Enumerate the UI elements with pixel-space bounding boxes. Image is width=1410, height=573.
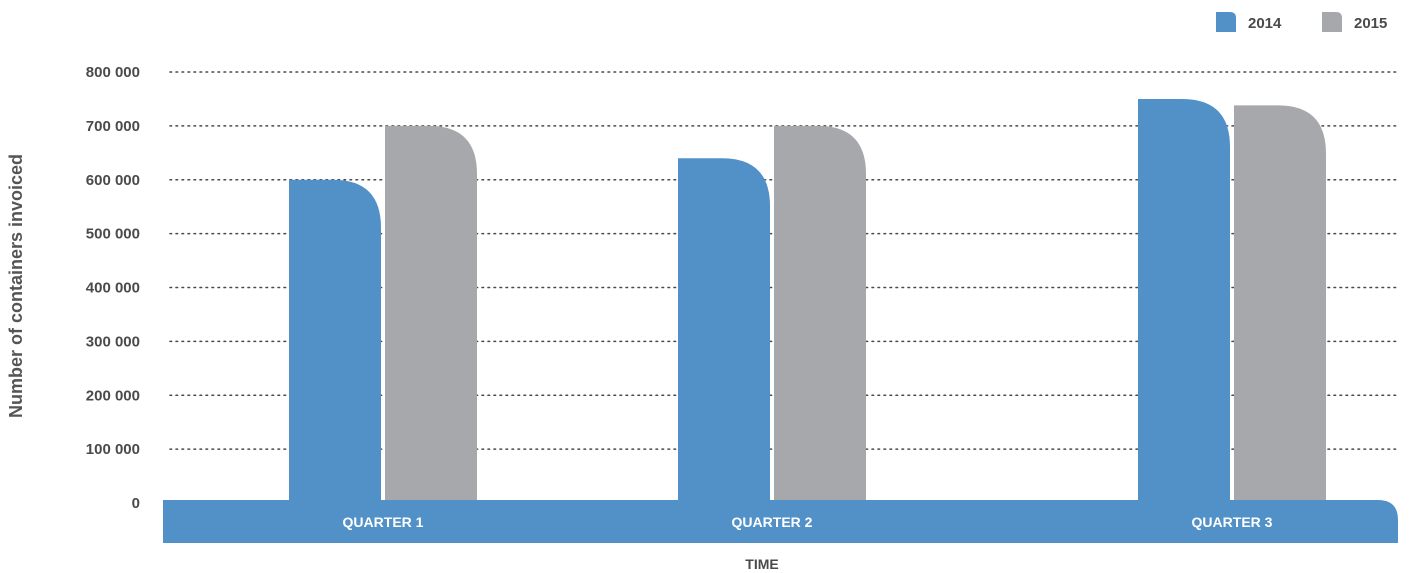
bar-2014-quarter-2 [678, 158, 770, 502]
bars [289, 98, 1326, 502]
x-axis-band [163, 500, 1398, 543]
legend: 2014 2015 [1216, 12, 1387, 32]
x-tick-label: QUARTER 2 [732, 514, 813, 530]
x-axis-title: TIME [745, 556, 778, 572]
y-tick-label: 800 000 [86, 64, 140, 81]
category-labels: QUARTER 1 QUARTER 2 QUARTER 3 [343, 514, 1273, 530]
y-tick-label: 300 000 [86, 333, 140, 350]
y-axis-tick-labels: 0 100 000 200 000 300 000 400 000 500 000 600 … [86, 64, 140, 512]
y-axis-title: Number of containers invoiced [6, 154, 26, 418]
y-tick-label: 500 000 [86, 226, 140, 243]
x-tick-label: QUARTER 1 [343, 514, 424, 530]
legend-label-2015: 2015 [1354, 15, 1387, 32]
bar-2015-quarter-1 [385, 125, 477, 502]
x-tick-label: QUARTER 3 [1192, 514, 1273, 530]
legend-swatch-2015 [1322, 12, 1342, 32]
bar-2014-quarter-1 [289, 179, 381, 502]
legend-swatch-2014 [1216, 12, 1236, 32]
bar-2015-quarter-2 [774, 125, 866, 502]
y-tick-label: 700 000 [86, 118, 140, 135]
y-tick-label: 100 000 [86, 441, 140, 458]
y-tick-label: 400 000 [86, 280, 140, 297]
y-tick-label: 600 000 [86, 172, 140, 189]
bar-2015-quarter-3 [1234, 105, 1326, 502]
legend-label-2014: 2014 [1248, 15, 1282, 32]
bar-2014-quarter-3 [1138, 98, 1230, 502]
y-tick-label: 200 000 [86, 387, 140, 404]
y-tick-label: 0 [132, 495, 140, 512]
